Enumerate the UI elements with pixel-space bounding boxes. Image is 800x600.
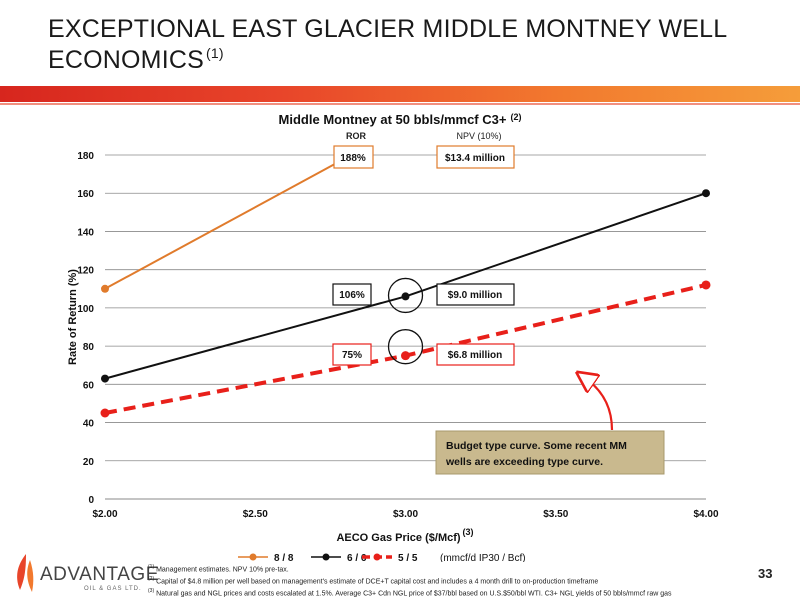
y-tick-label: 60: [83, 380, 95, 391]
page-number: 33: [758, 566, 773, 581]
series-point-2: [401, 351, 410, 361]
x-tick-label: $3.50: [543, 509, 568, 520]
footnote-1-marker: (1): [148, 564, 155, 570]
footnote-3: (3) Natural gas and NGL prices and costs…: [148, 587, 758, 599]
chart-svg: Middle Montney at 50 bbls/mmcf C3+ (2) RO…: [67, 112, 719, 562]
annotation-106-npv: $9.0 million: [448, 290, 502, 301]
annotation-106: 106% $9.0 million: [332, 283, 515, 306]
x-axis-label-footnote: (3): [463, 527, 474, 537]
annotation-188-ror: 188%: [340, 153, 366, 164]
x-axis-label-text: AECO Gas Price ($/Mcf): [336, 532, 460, 544]
legend-marker-1: [322, 553, 330, 561]
series-layer: [100, 154, 711, 418]
x-tick-label: $2.50: [243, 509, 268, 520]
y-tick-label: 160: [77, 189, 94, 200]
x-tick-label: $3.00: [393, 509, 418, 520]
annotation-75-ror-box: [332, 343, 372, 366]
annotation-188: 188% $13.4 million: [333, 145, 515, 169]
callout-box: [435, 430, 665, 475]
footnote-2: (2) Capital of $4.8 million per well bas…: [148, 575, 758, 587]
footnote-3-marker: (3): [148, 587, 155, 594]
legend-note: (mmcf/d IP30 / Bcf): [440, 553, 526, 562]
series-line-2: [104, 283, 707, 415]
y-tick-label: 20: [83, 457, 95, 468]
x-tick-label: $4.00: [693, 509, 718, 520]
y-tick-label: 40: [83, 419, 95, 430]
chart-title: Middle Montney at 50 bbls/mmcf C3+ (2): [279, 112, 522, 127]
footnote-3-text: Natural gas and NGL prices and costs esc…: [156, 589, 672, 597]
title-footnote-marker: (1): [205, 45, 224, 61]
header-color-band: [0, 86, 800, 102]
highlight-circle-106: [387, 277, 424, 314]
chart-title-footnote: (2): [510, 112, 521, 122]
footnote-2-text: Capital of $4.8 million per well based o…: [156, 578, 599, 586]
callout: Budget type curve. Some recent MM wells …: [435, 378, 665, 475]
x-axis-label: AECO Gas Price ($/Mcf) (3): [336, 527, 473, 544]
series-point-1: [101, 374, 109, 383]
logo-text: ADVANTAGE: [40, 564, 159, 585]
slide-title: EXCEPTIONAL EAST GLACIER MIDDLE MONTNEY …: [48, 14, 748, 79]
series-point-2: [701, 280, 711, 290]
series-point-2: [100, 408, 110, 418]
footnotes: (1) Management estimates. NPV 10% pre-ta…: [148, 563, 758, 598]
footnote-1-text: Management estimates. NPV 10% pre-tax.: [156, 566, 289, 574]
footnote-1: (1) Management estimates. NPV 10% pre-ta…: [148, 563, 758, 575]
annotation-75-npv: $6.8 million: [448, 350, 502, 361]
x-tick-label: $2.00: [92, 509, 117, 520]
title-line-1: EXCEPTIONAL EAST GLACIER MIDDLE MONTNEY …: [48, 15, 728, 43]
series-point-1: [702, 189, 710, 198]
company-logo: ADVANTAGE OIL & GAS LTD.: [10, 548, 158, 598]
y-tick-label: 100: [77, 304, 94, 315]
series-line-1: [104, 192, 707, 380]
annotation-188-ror-box: [333, 145, 374, 169]
y-tick-label: 120: [77, 266, 94, 277]
legend-label-0: 8 / 8: [274, 553, 294, 562]
chart-title-text: Middle Montney at 50 bbls/mmcf C3+: [279, 112, 507, 127]
legend: 8 / 8 6 / 6 5 / 5 (mmcf/d IP30 / Bcf): [238, 553, 526, 562]
highlight-circle-75: [387, 329, 424, 365]
series-point-1: [401, 292, 410, 301]
title-line-2-text: ECONOMICS: [48, 46, 204, 74]
series-line-0: [104, 154, 352, 290]
footnote-2-marker: (2): [148, 575, 155, 582]
annotation-188-npv: $13.4 million: [445, 153, 505, 164]
y-tick-label: 0: [88, 495, 94, 506]
y-axis-label: Rate of Return (%): [67, 269, 79, 365]
gridlines: [105, 154, 706, 462]
annotation-188-npv-box: [436, 145, 515, 169]
legend-marker-2: [373, 553, 381, 561]
y-tick-label: 180: [77, 151, 94, 162]
npv-column-header: NPV (10%): [456, 131, 501, 141]
y-axis-ticks: 0 20 40 60 80 100 120 140 160 180: [77, 151, 94, 506]
header-divider: [0, 103, 800, 105]
logo-flame-icon: [17, 554, 34, 592]
series-point-0: [101, 284, 109, 293]
annotation-75: 75% $6.8 million: [332, 343, 515, 366]
x-axis-ticks: $2.00 $2.50 $3.00 $3.50 $4.00: [92, 509, 718, 520]
title-line-2: ECONOMICS (1): [48, 45, 748, 79]
annotation-106-ror-box: [332, 283, 372, 306]
annotation-106-ror: 106%: [339, 290, 365, 301]
annotation-75-ror: 75%: [342, 350, 362, 361]
y-tick-label: 80: [83, 342, 95, 353]
annotation-106-npv-box: [436, 283, 515, 306]
legend-label-1: 6 / 6: [347, 553, 367, 562]
legend-marker-0: [249, 553, 257, 561]
callout-text-line-1: Budget type curve. Some recent MM: [446, 440, 627, 452]
ror-column-header: ROR: [346, 131, 367, 141]
y-tick-label: 140: [77, 227, 94, 238]
annotation-75-npv-box: [436, 343, 515, 366]
logo-subtext: OIL & GAS LTD.: [84, 586, 142, 592]
legend-label-2: 5 / 5: [398, 553, 418, 562]
callout-text-line-2: wells are exceeding type curve.: [445, 456, 603, 468]
callout-arrow: [585, 378, 614, 431]
